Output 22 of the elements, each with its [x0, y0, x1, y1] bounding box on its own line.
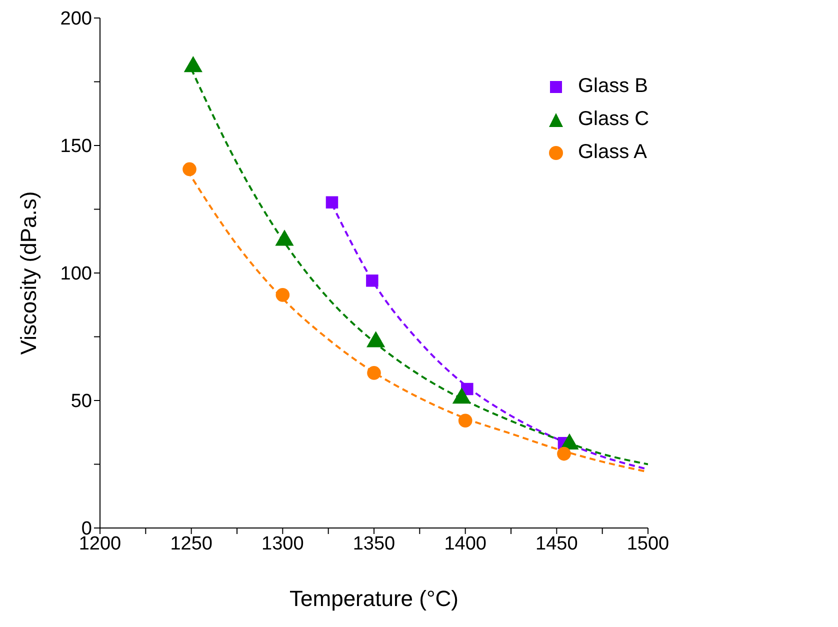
x-tick-label: 1500: [626, 533, 670, 554]
point: [276, 288, 290, 302]
point: [458, 414, 472, 428]
point: [557, 446, 571, 461]
x-axis-title: Temperature (°C): [290, 586, 458, 611]
x-tick-label: 1400: [444, 533, 486, 554]
x-tick-label: 1450: [536, 533, 578, 554]
point: [367, 366, 381, 380]
y-tick-label: 100: [60, 264, 92, 285]
y-tick-label: 200: [60, 8, 92, 30]
x-tick-label: 1300: [262, 533, 304, 554]
point: [182, 162, 196, 176]
legend-label: Glass B: [578, 75, 648, 98]
y-tick-label: 150: [60, 136, 92, 158]
legend-label: Glass A: [578, 141, 647, 164]
y-tick-label: 50: [70, 391, 92, 412]
x-tick-label: 1250: [170, 533, 212, 554]
point: [326, 196, 338, 208]
x-tick-label: 1350: [352, 533, 396, 554]
point: [366, 274, 378, 287]
legend-label: Glass C: [578, 108, 650, 131]
y-axis-title: Viscosity (dPa.s): [16, 191, 41, 355]
